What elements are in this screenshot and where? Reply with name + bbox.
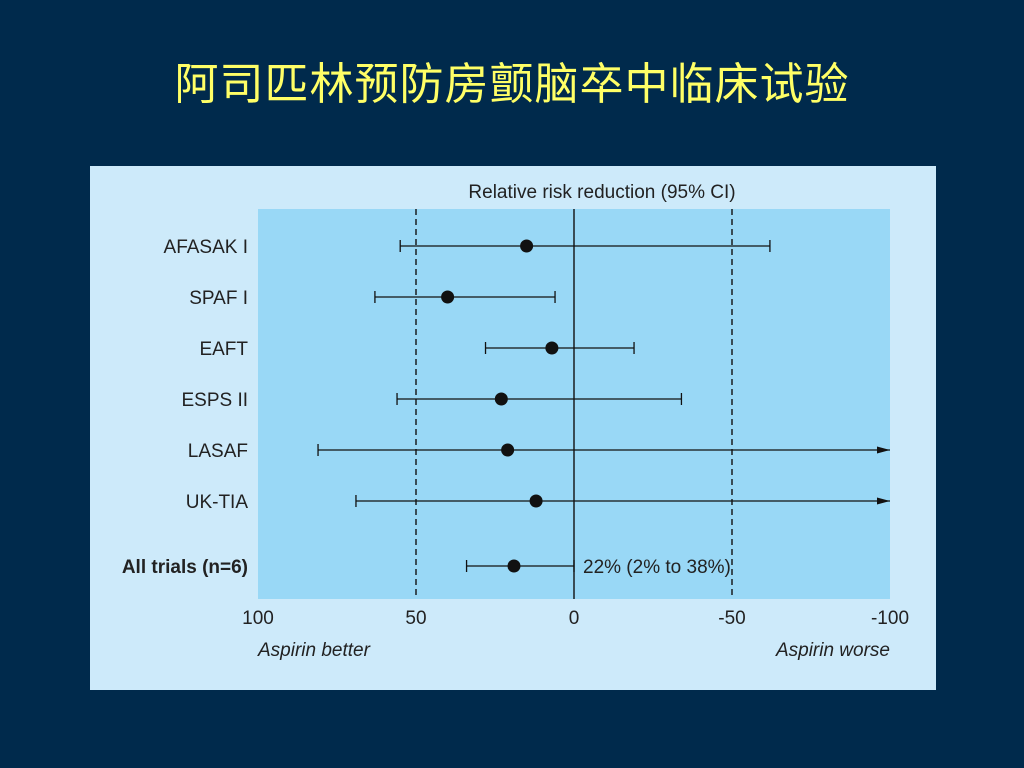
point-estimate [494, 392, 508, 406]
study-label: ESPS II [181, 390, 248, 411]
summary-value-label: 22% (2% to 38%) [583, 557, 731, 578]
x-side-label-left: Aspirin better [257, 640, 371, 661]
study-row: EAFT [199, 339, 635, 360]
study-label: EAFT [199, 339, 248, 360]
point-estimate [520, 239, 534, 253]
x-tick-label: -100 [871, 608, 909, 629]
point-estimate [501, 443, 515, 457]
point-estimate [441, 290, 455, 304]
study-row: SPAF I [189, 288, 556, 309]
x-side-label-right: Aspirin worse [775, 640, 890, 661]
slide-title: 阿司匹林预防房颤脑卒中临床试验 [174, 59, 850, 110]
study-label: SPAF I [189, 288, 248, 309]
point-estimate [507, 559, 521, 573]
summary-label: All trials (n=6) [122, 557, 248, 578]
ci-arrow [877, 497, 890, 505]
study-row: LASAF [188, 441, 890, 462]
study-row: UK-TIA [186, 492, 890, 513]
point-estimate [545, 341, 559, 355]
x-tick-label: -50 [718, 608, 745, 629]
study-label: LASAF [188, 441, 248, 462]
point-estimate [529, 494, 543, 508]
study-row: ESPS II [181, 390, 683, 411]
chart-title: Relative risk reduction (95% CI) [468, 182, 735, 203]
x-tick-label: 50 [405, 608, 426, 629]
summary-row: All trials (n=6) 22% (2% to 38%) [122, 557, 731, 578]
ci-arrow [877, 446, 890, 454]
x-tick-label: 0 [569, 608, 580, 629]
study-label: AFASAK I [164, 237, 248, 258]
x-tick-label: 100 [242, 608, 274, 629]
study-label: UK-TIA [186, 492, 249, 513]
forest-plot: Relative risk reduction (95% CI) 100 50 0 -… [122, 182, 909, 661]
study-row: AFASAK I [164, 237, 771, 258]
forest-plot-panel: Relative risk reduction (95% CI) 100 50 0 -… [90, 166, 936, 690]
